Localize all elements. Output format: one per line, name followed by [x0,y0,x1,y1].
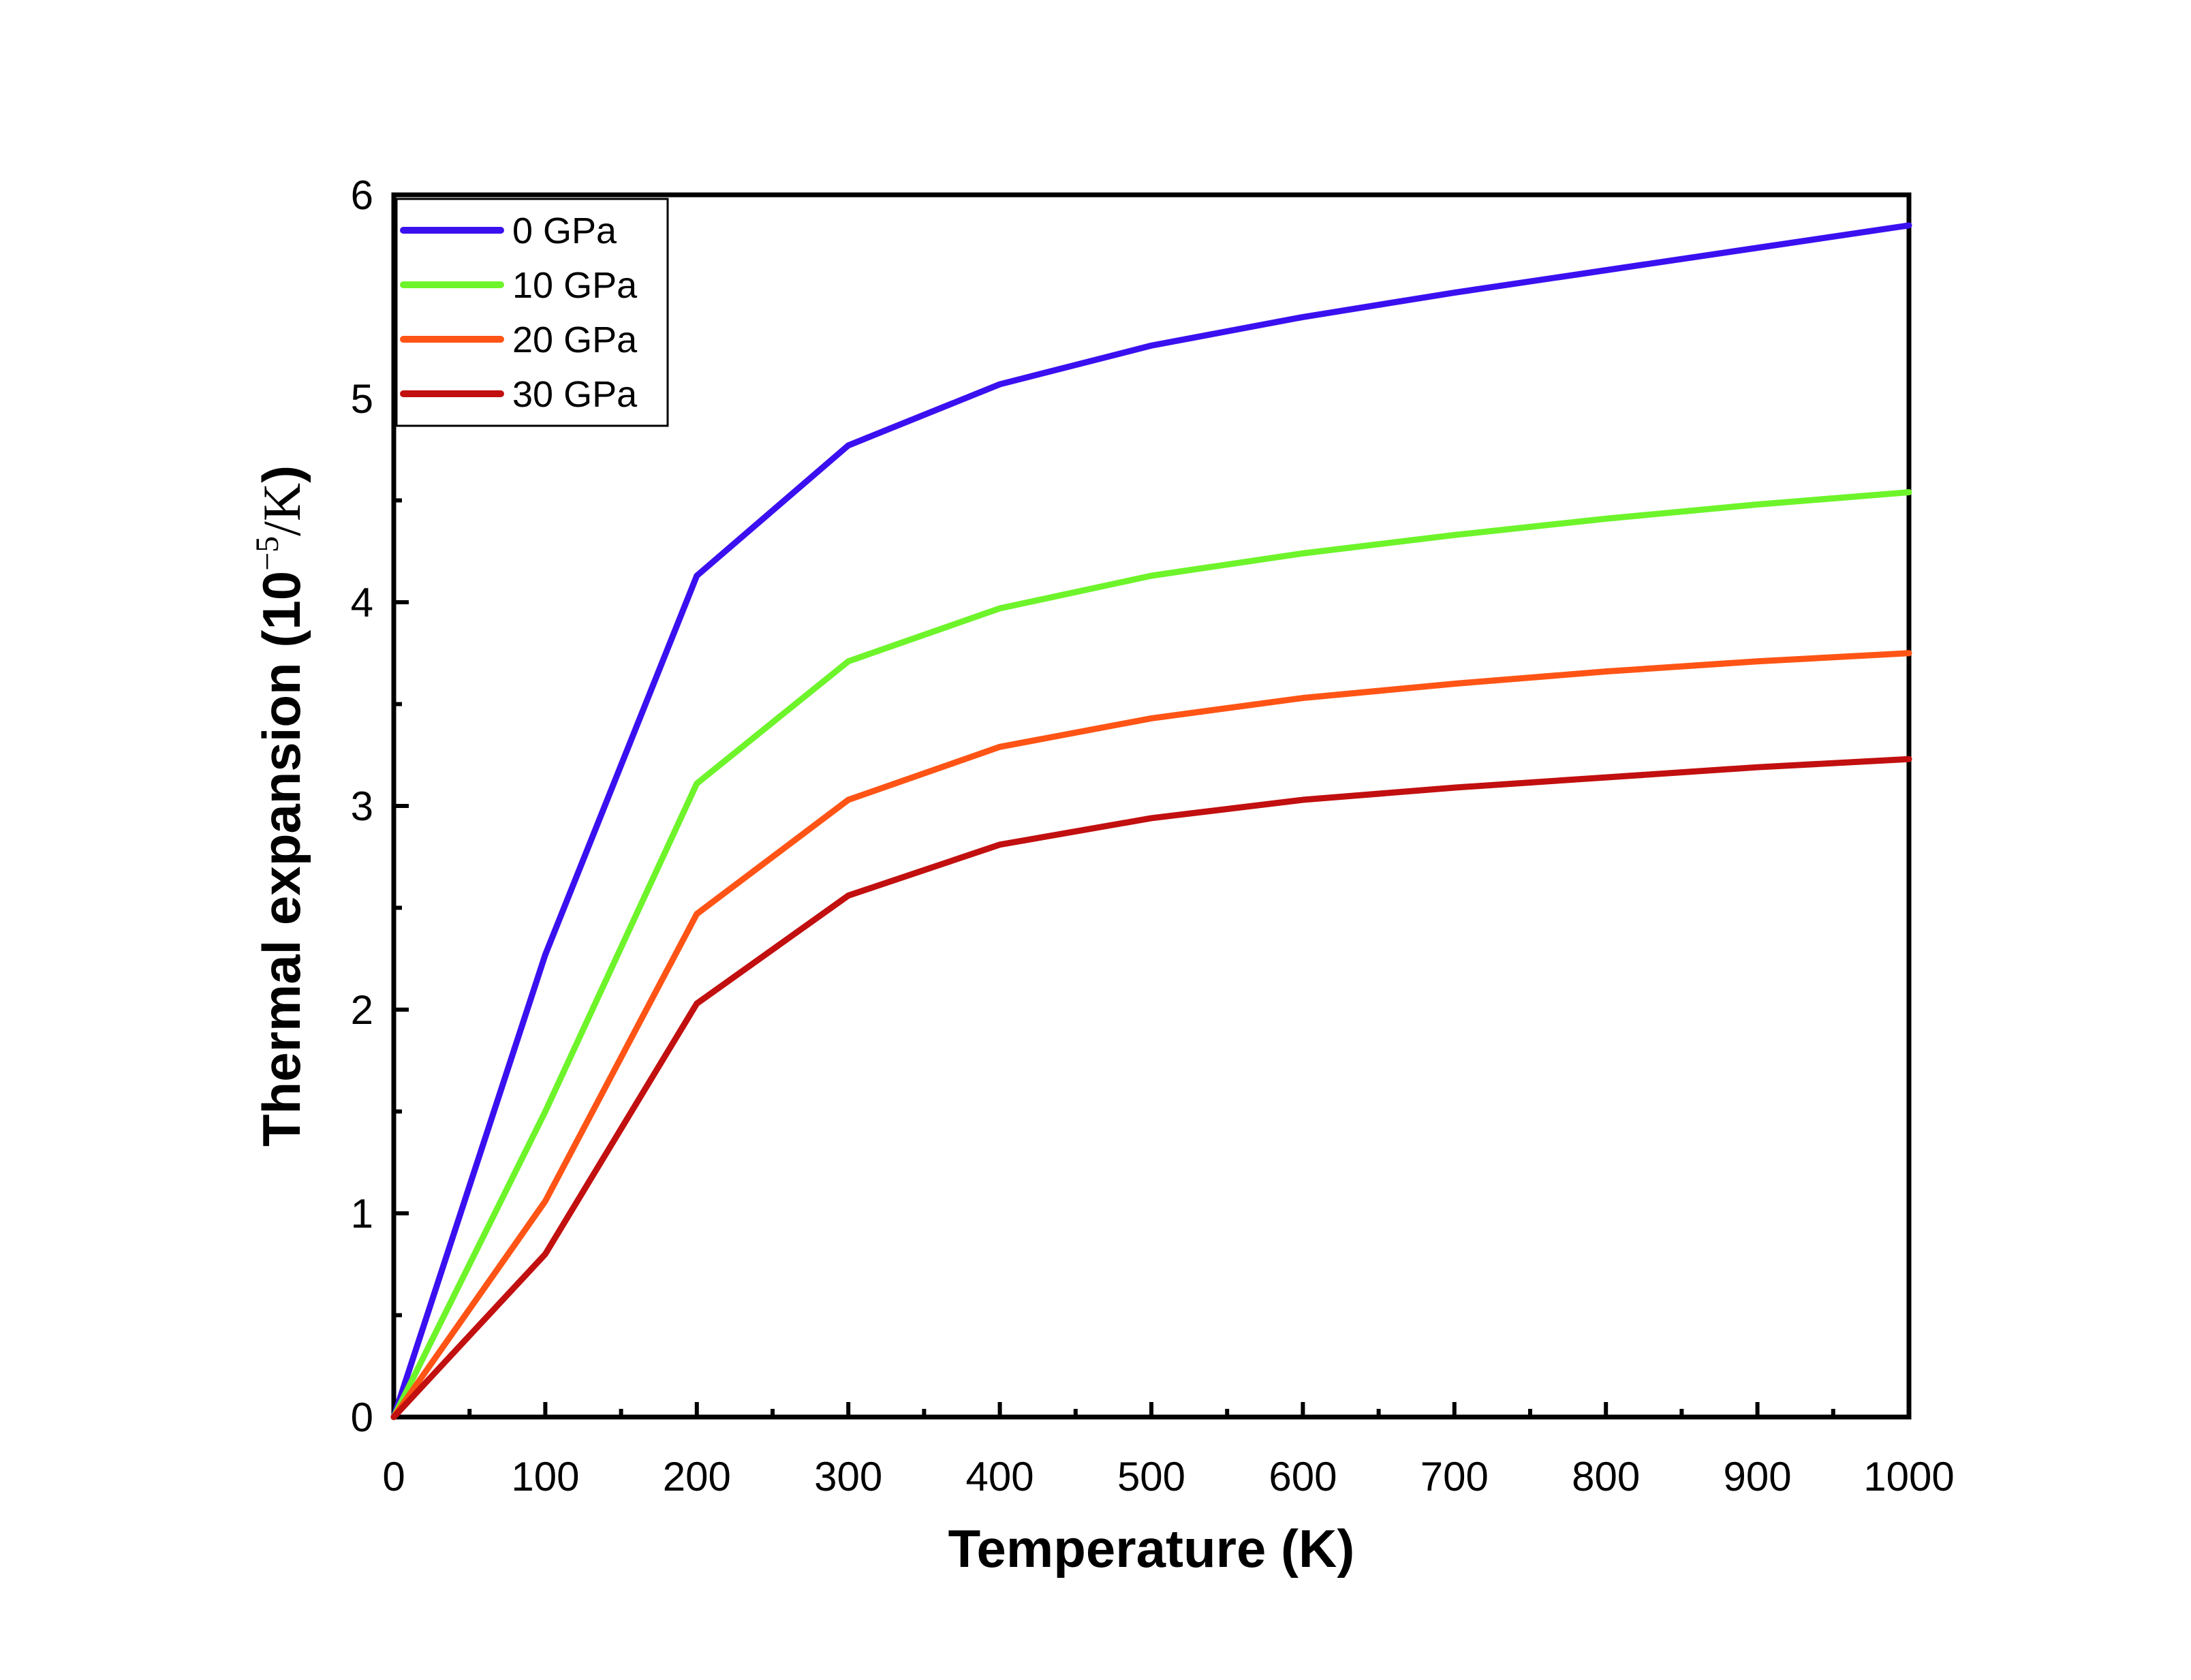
data-point [997,605,1003,611]
x-axis-ticks: 0 100 200 300 400 500 600 700 800 900 1000 [382,1402,1955,1499]
x-axis-title: Temperature (K) [948,1519,1355,1578]
y-tick-label: 4 [351,580,373,625]
data-point [1754,658,1760,664]
y-tick-label: 1 [351,1191,373,1236]
y-axis-title-exponent: −5 [249,536,285,571]
data-point [694,911,700,917]
series-layer [390,222,1912,1420]
data-point [1300,797,1306,803]
x-tick-label: 400 [966,1454,1034,1499]
legend-label: 0 GPa [512,211,617,251]
x-tick-label: 1000 [1863,1454,1954,1499]
data-point [845,892,852,899]
legend-label: 30 GPa [512,374,638,415]
data-point [1451,681,1457,687]
x-tick-label: 100 [511,1454,579,1499]
y-axis-ticks: 0 1 2 3 4 5 6 [351,172,409,1440]
data-point [1300,695,1306,701]
data-point [997,744,1003,750]
data-point [391,1414,397,1420]
data-point [1149,815,1154,821]
y-axis-title: Thermal expansion (10−5/K) [249,465,311,1147]
data-point [1754,501,1760,508]
data-point [1754,764,1760,771]
x-tick-label: 200 [663,1454,731,1499]
data-point [1300,314,1306,320]
data-point [542,1198,548,1204]
y-tick-label: 3 [351,783,373,829]
x-tick-label: 0 [382,1454,405,1499]
data-point [1451,290,1457,296]
data-point [845,442,852,448]
legend: 0 GPa 10 GPa 20 GPa 30 GPa [395,198,669,427]
data-point [845,797,852,803]
data-point [1906,222,1912,228]
x-tick-label: 700 [1420,1454,1489,1499]
data-point [542,1108,548,1115]
data-point [542,952,548,958]
data-point [1906,489,1912,495]
y-tick-label: 2 [351,987,373,1033]
data-point [1603,516,1609,522]
legend-label: 20 GPa [512,320,638,360]
data-point [1754,245,1760,251]
data-point [694,573,700,579]
data-point [542,1251,548,1257]
legend-box [395,198,669,427]
data-point [1603,267,1609,273]
y-axis-title-unit: /K [252,483,311,536]
y-tick-label: 5 [351,376,373,422]
data-point [1149,715,1154,721]
y-tick-label: 6 [351,172,373,218]
data-point [997,841,1003,847]
data-point [694,781,700,787]
data-point [1300,550,1306,557]
data-point [1906,650,1912,656]
data-point [694,1001,700,1007]
x-tick-label: 600 [1269,1454,1337,1499]
series-line-30-gpa [390,756,1912,1420]
data-point [1906,756,1912,762]
series-line-10-gpa [390,489,1912,1420]
data-point [1451,532,1457,538]
x-tick-label: 800 [1572,1454,1640,1499]
y-axis-title-prefix: Thermal expansion (10 [251,571,311,1147]
x-tick-label: 500 [1117,1454,1185,1499]
data-point [845,658,852,664]
data-point [1603,775,1609,781]
data-point [997,382,1003,388]
data-point [1603,668,1609,674]
data-point [1451,785,1457,791]
x-tick-label: 300 [814,1454,882,1499]
data-point [1149,573,1154,579]
x-tick-label: 900 [1724,1454,1792,1499]
y-tick-label: 0 [351,1395,373,1440]
y-axis-title-suffix: ) [251,465,311,483]
legend-label: 10 GPa [512,265,638,306]
data-point [1149,343,1154,349]
